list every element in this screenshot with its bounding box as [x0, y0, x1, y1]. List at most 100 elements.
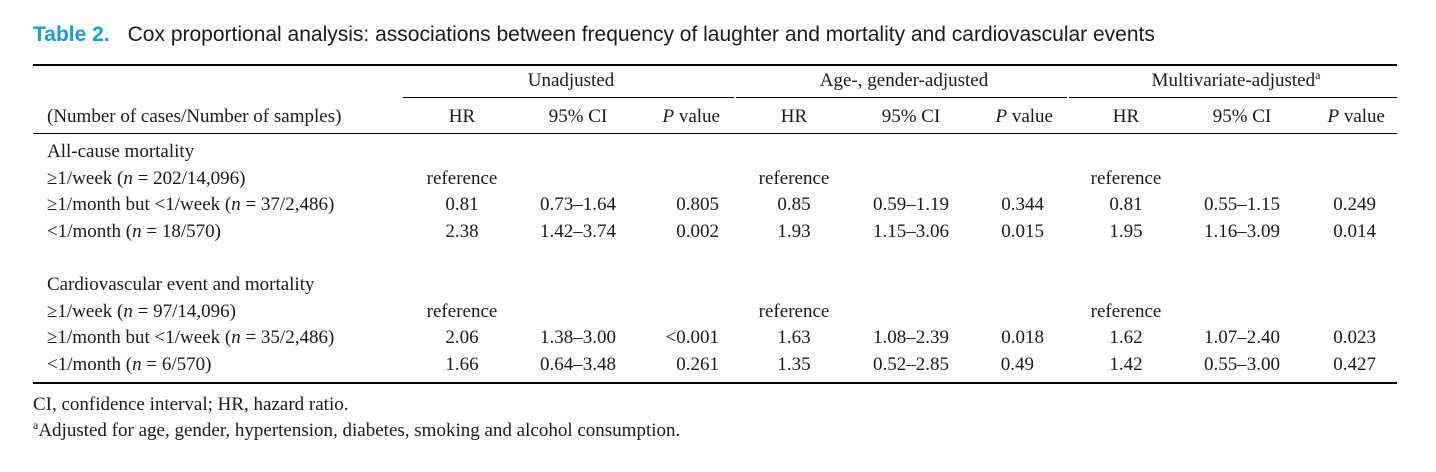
row-label-text: <1/month ( [47, 221, 133, 242]
header-rule [33, 133, 1397, 134]
p-italic: P [995, 106, 1008, 127]
cell-ci: 0.59–1.19 [873, 194, 949, 215]
section-title-all-cause: All-cause mortality [47, 141, 195, 162]
col-header-hr-age-gender: HR [780, 106, 808, 127]
cell-ci: 0.73–1.64 [540, 194, 616, 215]
row-label-count: = 202/14,096) [132, 168, 246, 189]
cell-ci: 1.15–3.06 [873, 221, 949, 242]
cell-hr: reference [758, 168, 830, 189]
cell-p: 0.261 [676, 354, 719, 375]
group-header-multivariate-text: Multivariate-adjusted [1151, 70, 1316, 91]
cell-hr: 1.66 [445, 354, 479, 375]
n-italic: n [123, 301, 133, 322]
row-label: ≥1/week (n = 202/14,096) [47, 167, 245, 191]
cell-hr: 1.95 [1109, 221, 1143, 242]
p-rest: value [674, 106, 720, 127]
cell-hr: 1.93 [777, 221, 811, 242]
n-italic: n [231, 327, 241, 348]
cell-p: 0.805 [676, 194, 719, 215]
n-italic: n [231, 194, 241, 215]
col-header-p-unadjusted: P value [662, 105, 720, 129]
footnote-text: Adjusted for age, gender, hypertension, … [38, 420, 681, 441]
row-label-count: = 18/570) [141, 221, 221, 242]
footnote-abbreviations: CI, confidence interval; HR, hazard rati… [33, 394, 349, 415]
cell-p: 0.344 [1001, 194, 1044, 215]
row-label: <1/month (n = 18/570) [47, 220, 221, 244]
footnote-marker: a [1315, 68, 1321, 82]
group-rule-unadjusted [403, 97, 734, 98]
cell-hr: 0.81 [1109, 194, 1143, 215]
p-italic: P [662, 106, 675, 127]
cell-hr: 2.06 [445, 327, 479, 348]
cell-hr: reference [426, 301, 498, 322]
cell-ci: 0.52–2.85 [873, 354, 949, 375]
cell-ci: 0.55–3.00 [1204, 354, 1280, 375]
row-label-text: <1/month ( [47, 354, 133, 375]
footnote-adjustment: aAdjusted for age, gender, hypertension,… [33, 419, 680, 443]
cell-hr: 0.81 [445, 194, 479, 215]
cell-ci: 1.07–2.40 [1204, 327, 1280, 348]
row-label-text: ≥1/month but <1/week ( [47, 194, 232, 215]
col-header-hr-unadjusted: HR [448, 106, 476, 127]
table-title: Cox proportional analysis: associations … [127, 23, 1155, 46]
cell-hr: 0.85 [777, 194, 811, 215]
cell-hr: 2.38 [445, 221, 479, 242]
col-header-hr-multivariate: HR [1112, 106, 1140, 127]
cell-p: 0.49 [1000, 354, 1034, 375]
table-number: Table 2. [33, 23, 110, 46]
cell-p: 0.249 [1333, 194, 1376, 215]
col-header-ci-unadjusted: 95% CI [548, 106, 608, 127]
cell-hr: reference [1090, 168, 1162, 189]
row-label-text: ≥1/month but <1/week ( [47, 327, 232, 348]
bottom-rule [33, 382, 1397, 384]
col-header-ci-multivariate: 95% CI [1212, 106, 1272, 127]
row-label-text: ≥1/week ( [47, 168, 124, 189]
n-italic: n [132, 221, 142, 242]
group-header-age-gender: Age-, gender-adjusted [819, 70, 989, 91]
row-label-count: = 35/2,486) [240, 327, 335, 348]
cell-ci: 1.16–3.09 [1204, 221, 1280, 242]
n-italic: n [123, 168, 133, 189]
group-rule-multivariate [1069, 97, 1397, 98]
cell-hr: reference [426, 168, 498, 189]
col-header-p-multivariate: P value [1327, 105, 1385, 129]
col-header-p-age-gender: P value [995, 105, 1053, 129]
cell-ci: 1.38–3.00 [540, 327, 616, 348]
cell-ci: 0.64–3.48 [540, 354, 616, 375]
cell-ci: 1.42–3.74 [540, 221, 616, 242]
row-label-count: = 37/2,486) [240, 194, 335, 215]
col-header-ci-age-gender: 95% CI [881, 106, 941, 127]
cell-hr: 1.35 [777, 354, 811, 375]
cell-hr: reference [1090, 301, 1162, 322]
row-label: ≥1/month but <1/week (n = 37/2,486) [47, 193, 334, 217]
group-rule-age-gender [736, 97, 1067, 98]
top-rule [33, 64, 1397, 66]
row-label-text: ≥1/week ( [47, 301, 124, 322]
p-rest: value [1339, 106, 1385, 127]
cell-hr: reference [758, 301, 830, 322]
cell-p: 0.015 [1001, 221, 1044, 242]
cell-p: 0.014 [1333, 221, 1376, 242]
p-rest: value [1007, 106, 1053, 127]
group-header-multivariate: Multivariate-adjusteda [1152, 69, 1321, 93]
cell-p: <0.001 [665, 327, 719, 348]
cell-hr: 1.42 [1109, 354, 1143, 375]
row-label-count: = 97/14,096) [132, 301, 236, 322]
n-italic: n [132, 354, 142, 375]
row-label-count: = 6/570) [141, 354, 212, 375]
row-label: ≥1/month but <1/week (n = 35/2,486) [47, 326, 334, 350]
cell-p: 0.018 [1001, 327, 1044, 348]
cell-hr: 1.62 [1109, 327, 1143, 348]
table-caption: Table 2. Cox proportional analysis: assoc… [33, 22, 1155, 48]
p-italic: P [1327, 106, 1340, 127]
row-label: <1/month (n = 6/570) [47, 353, 211, 377]
cell-p: 0.023 [1333, 327, 1376, 348]
cell-ci: 0.55–1.15 [1204, 194, 1280, 215]
row-label: ≥1/week (n = 97/14,096) [47, 300, 236, 324]
cell-p: 0.002 [676, 221, 719, 242]
footnote-marker: a [33, 418, 39, 432]
section-title-cardiovascular: Cardiovascular event and mortality [47, 274, 315, 295]
cell-hr: 1.63 [777, 327, 811, 348]
row-header: (Number of cases/Number of samples) [47, 106, 342, 127]
cell-ci: 1.08–2.39 [873, 327, 949, 348]
